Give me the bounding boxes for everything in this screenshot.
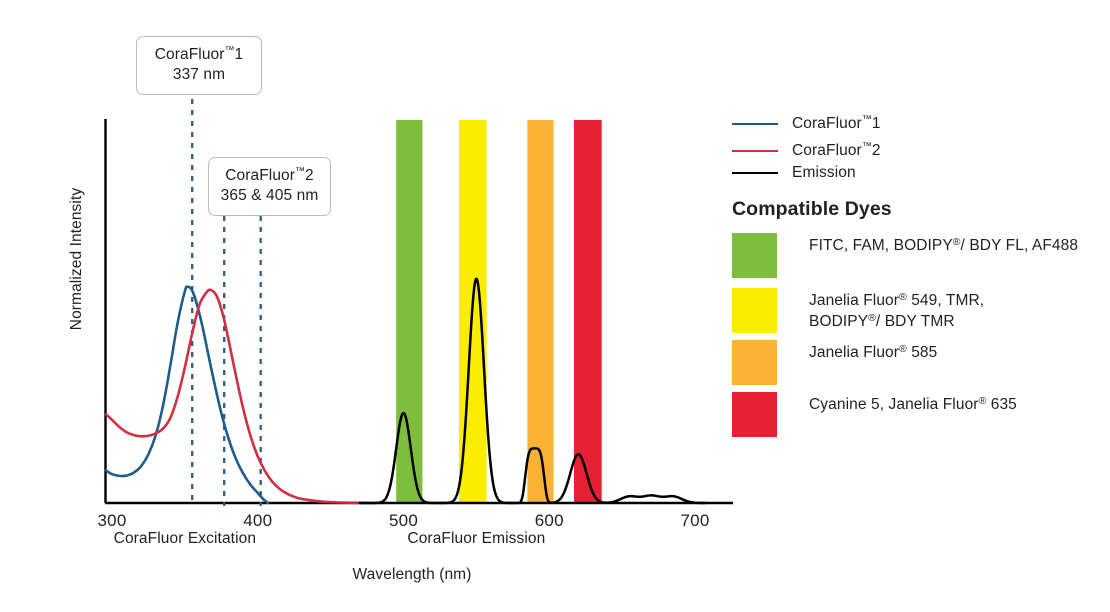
callout-2-line1: CoraFluor™2 xyxy=(225,166,314,184)
y-axis-title: Normalized Intensity xyxy=(68,187,85,331)
region-label-1: CoraFluor Emission xyxy=(407,530,546,547)
x-tick-500: 500 xyxy=(389,511,418,530)
emission-band-3 xyxy=(574,120,602,503)
dye-item-3: Cyanine 5, Janelia Fluor® 635 xyxy=(732,392,1017,437)
callout-1-line2: 337 nm xyxy=(172,66,226,84)
legend-label-0: CoraFluor™1 xyxy=(792,114,881,132)
registered-symbol: ® xyxy=(868,311,876,324)
legend-line-swatch-1 xyxy=(732,149,778,152)
dye-color-swatch-2 xyxy=(732,340,777,385)
callout-2-line2: 365 & 405 nm xyxy=(220,187,319,205)
dye-color-swatch-0 xyxy=(732,233,777,278)
legend-panel: CoraFluor™1 CoraFluor™2 Emission Compatibl… xyxy=(730,0,1110,612)
emission-band-2 xyxy=(527,120,554,503)
plot-area xyxy=(104,88,733,506)
dye-label-1-line2: BODIPY®/ BDY TMR xyxy=(809,311,955,330)
legend-item-2: Emission xyxy=(732,164,856,182)
x-tick-400: 400 xyxy=(243,511,273,530)
legend-line-swatch-2 xyxy=(732,172,778,174)
dye-color-swatch-3 xyxy=(732,392,777,437)
region-label-0: CoraFluor Excitation xyxy=(113,530,257,547)
callout-corafluor-1: CoraFluor™1 337 nm xyxy=(136,36,262,95)
legend-label-1: CoraFluor™2 xyxy=(792,141,881,159)
trademark-symbol: ™ xyxy=(861,114,872,125)
excitation-curve-1 xyxy=(104,288,376,505)
trademark-symbol: ™ xyxy=(295,166,306,177)
dye-item-2: Janelia Fluor® 585 xyxy=(732,340,937,385)
spectra-svg xyxy=(104,88,733,506)
callout-corafluor-2: CoraFluor™2 365 & 405 nm xyxy=(208,157,331,216)
dye-label-2: Janelia Fluor® 585 xyxy=(809,343,938,361)
dye-item-0: FITC, FAM, BODIPY®/ BDY FL, AF488 xyxy=(732,233,1078,278)
legend-line-swatch-0 xyxy=(732,122,778,125)
trademark-symbol: ™ xyxy=(861,141,872,152)
registered-symbol: ® xyxy=(952,236,961,248)
x-tick-600: 600 xyxy=(534,511,564,530)
legend-label-2: Emission xyxy=(792,164,856,181)
emission-curve xyxy=(358,277,708,505)
dye-label-3: Cyanine 5, Janelia Fluor® 635 xyxy=(809,395,1017,413)
x-tick-300: 300 xyxy=(97,511,127,530)
excitation-curve-0 xyxy=(104,285,270,505)
x-axis-title: Wavelength (nm) xyxy=(352,566,472,583)
dye-color-swatch-1 xyxy=(732,288,777,333)
registered-symbol: ® xyxy=(899,291,907,303)
dye-item-1: Janelia Fluor® 549, TMR, BODIPY®/ BDY TMR xyxy=(732,288,984,333)
registered-symbol: ® xyxy=(899,343,907,355)
legend-item-0: CoraFluor™1 xyxy=(732,114,881,133)
registered-symbol: ® xyxy=(978,395,987,407)
compatible-dyes-heading: Compatible Dyes xyxy=(732,198,892,220)
dye-label-1: Janelia Fluor® 549, TMR, BODIPY®/ BDY TMR xyxy=(809,288,984,332)
dye-label-0: FITC, FAM, BODIPY®/ BDY FL, AF488 xyxy=(809,236,1079,254)
x-tick-700: 700 xyxy=(680,511,710,530)
callout-1-line1: CoraFluor™1 xyxy=(154,45,244,63)
trademark-symbol: ™ xyxy=(224,45,235,56)
legend-item-1: CoraFluor™2 xyxy=(732,141,881,160)
